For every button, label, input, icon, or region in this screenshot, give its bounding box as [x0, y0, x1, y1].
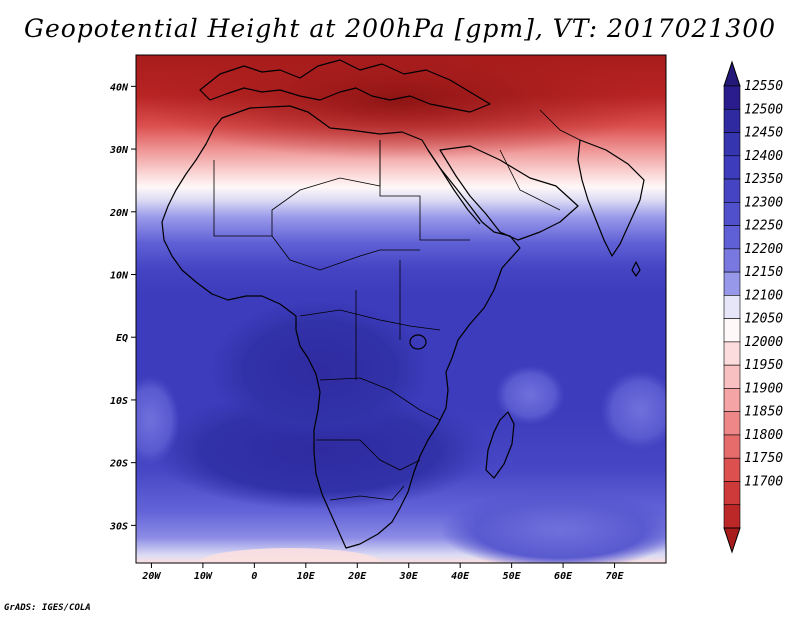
europe-coast	[199, 59, 491, 113]
map-title: Geopotential Height at 200hPa [gpm], VT:…	[23, 14, 777, 43]
y-tick-label: EQ	[116, 333, 128, 344]
x-tick-label: 10W	[194, 571, 213, 582]
colorbar-label: 12450	[744, 126, 783, 141]
colorbar-label: 12350	[744, 172, 783, 187]
y-axis: 40N 30N 20N 10N EQ 10S 20S 30S	[109, 82, 136, 532]
grads-credit: GrADS: IGES/COLA	[4, 603, 91, 613]
colorbar-label: 12050	[744, 312, 783, 327]
colorbar-swatch	[723, 481, 741, 506]
colorbar-swatch	[723, 388, 741, 412]
colorbar-label: 12250	[744, 219, 783, 234]
colorbar: 12550 12500 12450 12400 12350 12300 12250 12200…	[723, 60, 783, 554]
colorbar-swatch	[723, 202, 741, 226]
colorbar-label: 11900	[744, 381, 783, 396]
indian-ocean-blob-1	[495, 365, 565, 425]
colorbar-swatch	[723, 132, 741, 157]
colorbar-swatch	[723, 364, 741, 389]
colorbar-swatch	[723, 271, 741, 296]
border-north-2	[379, 140, 470, 241]
colorbar-min-arrow	[723, 527, 741, 554]
colorbar-label: 11700	[744, 474, 783, 489]
coastlines	[161, 59, 645, 549]
border-north-1	[213, 140, 381, 237]
y-tick-label: 10N	[110, 271, 129, 282]
border-central-1	[299, 309, 441, 331]
colorbar-label: 11750	[744, 451, 783, 466]
colorbar-swatch	[723, 411, 741, 436]
colorbar-label: 12500	[744, 102, 783, 117]
colorbar-swatch	[723, 295, 741, 319]
lake-victoria	[409, 334, 427, 350]
map-frame	[135, 54, 667, 564]
x-tick-label: 10E	[297, 571, 316, 582]
colorbar-swatch	[723, 434, 741, 459]
x-tick-label: 20E	[347, 571, 367, 582]
border-arabia	[499, 149, 561, 211]
border-sahel	[271, 235, 420, 271]
x-tick-label: 50E	[503, 571, 522, 582]
y-tick-label: 30S	[109, 521, 128, 532]
x-tick-label: 60E	[554, 571, 573, 582]
y-tick-label: 20N	[109, 208, 129, 219]
colorbar-swatch	[723, 85, 741, 110]
madagascar-coast	[485, 411, 515, 479]
colorbar-label: 12400	[744, 149, 783, 164]
colorbar-max-arrow	[723, 60, 741, 87]
x-tick-label: 70E	[606, 571, 625, 582]
colorbar-swatch	[723, 108, 741, 133]
southern-ridge-blob	[440, 490, 666, 563]
africa-coast	[161, 105, 521, 549]
x-axis: 20W 10W 0 10E 20E 30E 40E 50E 60E 70E	[141, 563, 625, 582]
southern-edge-warm	[200, 548, 380, 563]
southern-africa-dark	[150, 390, 490, 510]
y-tick-label: 40N	[110, 82, 129, 93]
colorbar-label: 12300	[744, 195, 783, 210]
border-south-1	[316, 439, 421, 471]
colorbar-label: 12150	[744, 265, 783, 280]
x-tick-label: 20W	[141, 571, 161, 582]
colorbar-swatch	[723, 225, 741, 250]
colorbar-label: 12000	[744, 335, 783, 350]
y-tick-label: 10S	[110, 396, 128, 407]
colorbar-swatch	[723, 178, 741, 203]
colorbar-label: 12200	[744, 242, 783, 257]
x-tick-label: 30E	[399, 571, 419, 582]
mediterranean-low	[140, 55, 660, 160]
border-iran	[539, 109, 581, 141]
y-tick-label: 20S	[109, 459, 128, 470]
y-tick-label: 30N	[109, 145, 129, 156]
colorbar-label: 11950	[744, 358, 783, 373]
colorbar-swatch	[723, 457, 741, 482]
arabia-coast	[439, 145, 579, 241]
colorbar-swatch	[723, 155, 741, 180]
colorbar-swatch	[723, 504, 741, 529]
colorbar-swatch	[723, 248, 741, 273]
colorbar-label: 11800	[744, 428, 783, 443]
indian-ocean-blob-2	[600, 370, 666, 450]
central-africa-dark	[210, 300, 430, 440]
colorbar-label: 12100	[744, 288, 783, 303]
sri-lanka-coast	[631, 261, 641, 277]
red-sea-coast	[427, 149, 481, 225]
x-tick-label: 40E	[451, 571, 470, 582]
x-tick-label: 0	[251, 571, 257, 582]
colorbar-swatch	[723, 318, 741, 343]
colorbar-label: 11850	[744, 405, 783, 420]
border-south-2	[329, 485, 405, 501]
atlantic-blob	[136, 375, 180, 465]
country-borders	[213, 109, 581, 501]
border-central-2	[319, 377, 441, 421]
india-coast	[577, 139, 645, 257]
colorbar-swatch	[723, 341, 741, 366]
colorbar-label: 12550	[744, 79, 783, 94]
height-field	[136, 55, 666, 563]
